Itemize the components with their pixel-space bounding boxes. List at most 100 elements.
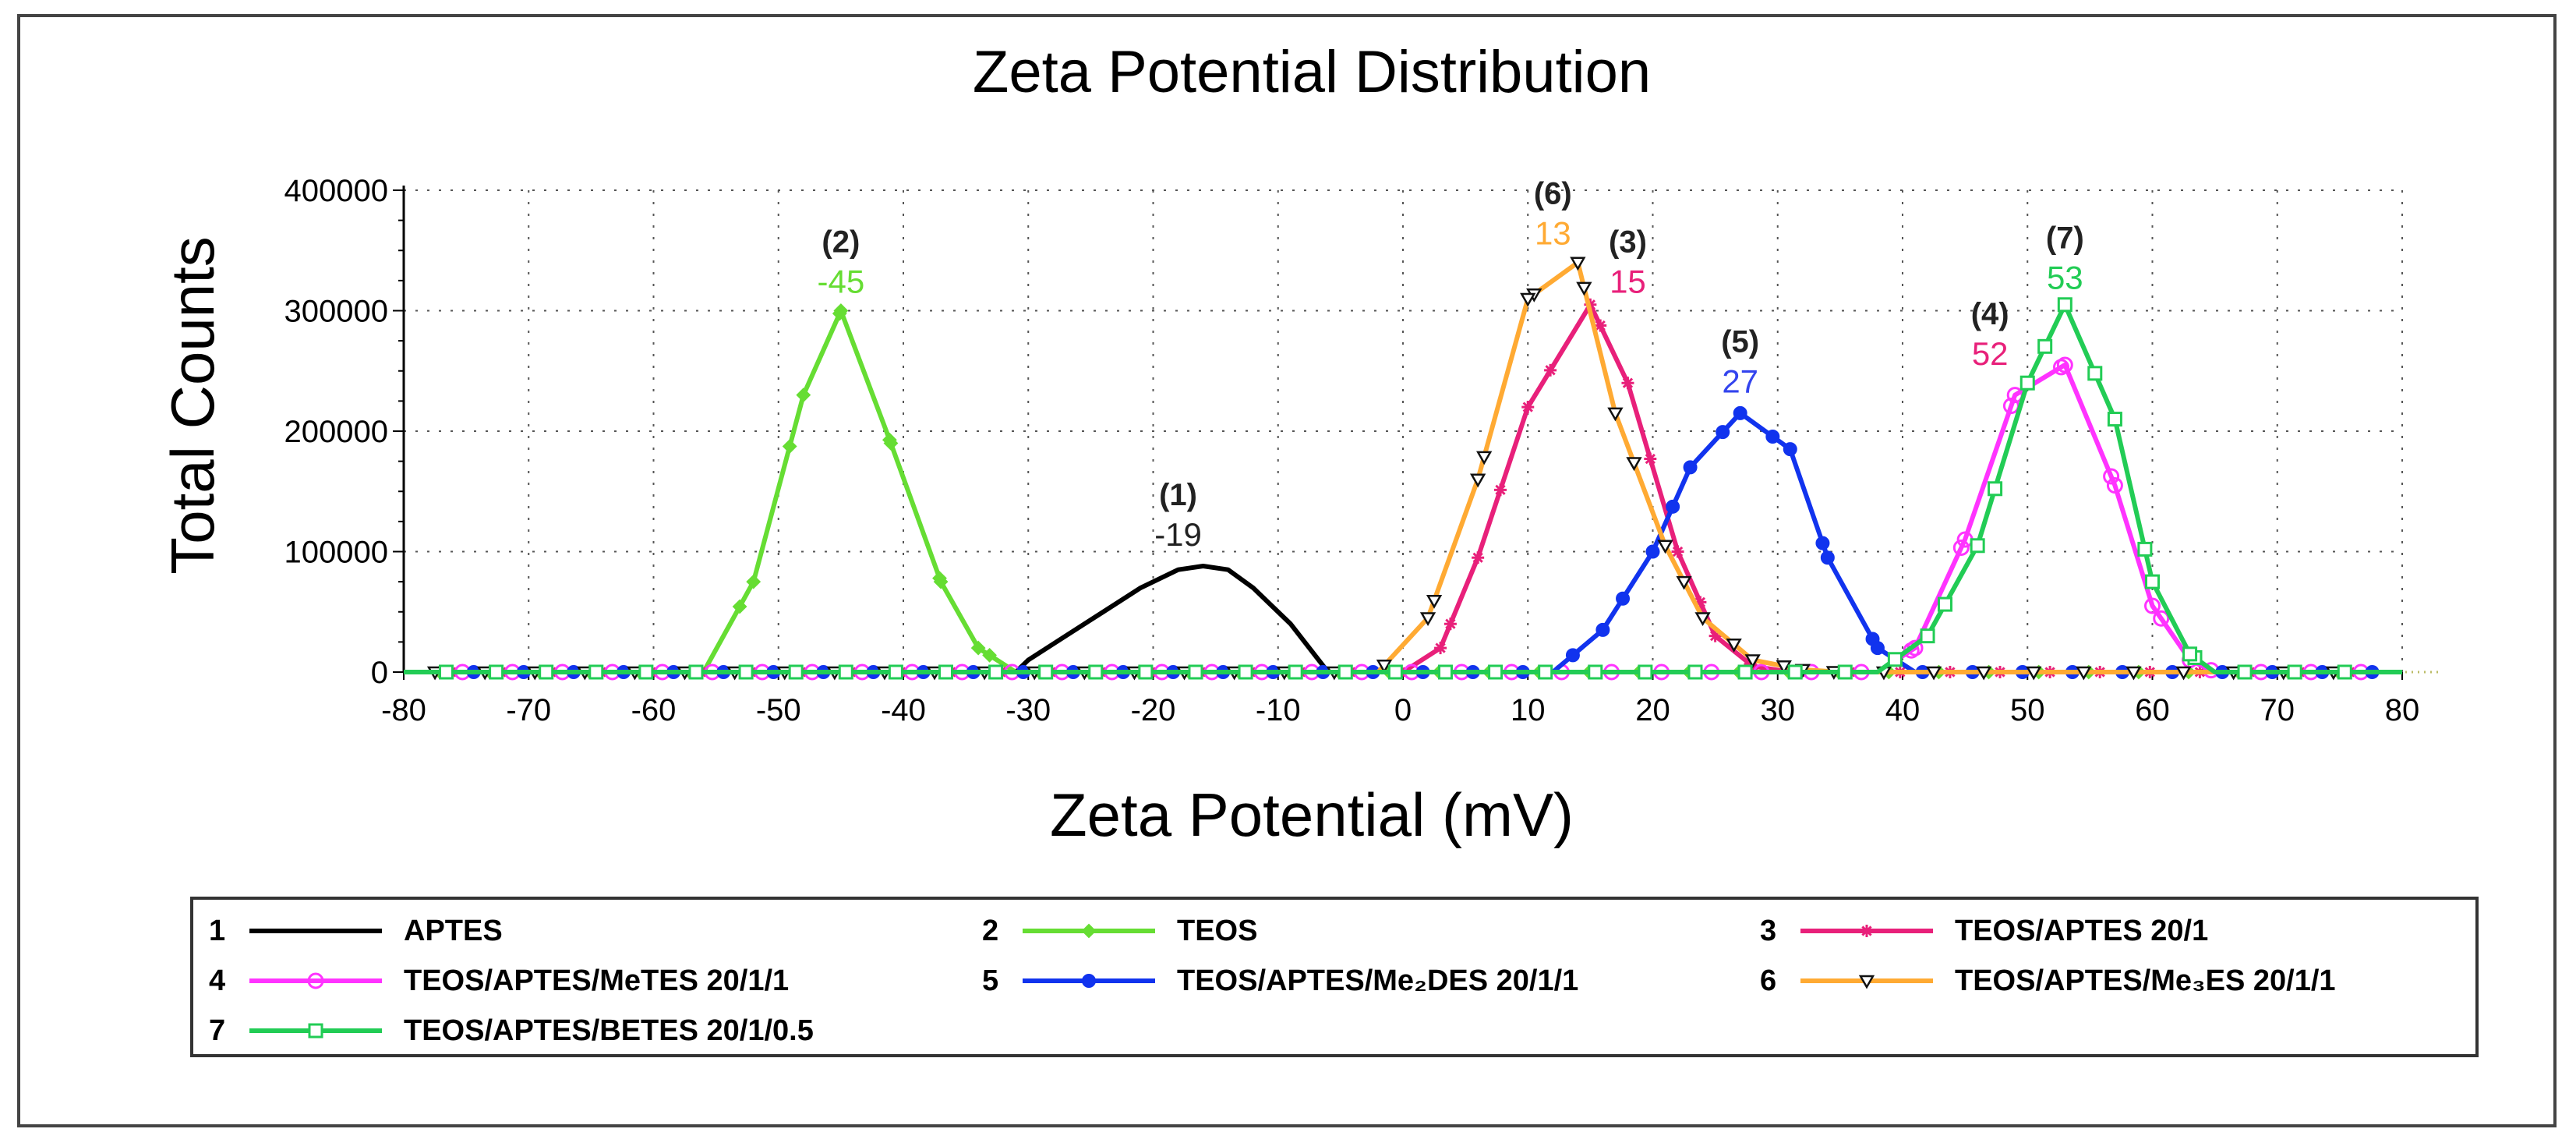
legend-marker: [307, 972, 324, 989]
series-7-marker: [838, 664, 853, 680]
series-4-marker: [2153, 610, 2170, 627]
series-5-marker: [1666, 499, 1680, 514]
peak-label: (3): [1609, 225, 1647, 259]
series-7-point: [2019, 375, 2035, 391]
legend-num: 4: [209, 964, 226, 997]
legend-item-1: 1 APTES: [209, 908, 503, 954]
series-7-marker: [1837, 664, 1853, 680]
series-6-marker: [2076, 666, 2092, 681]
series-6-point: [1469, 473, 1486, 488]
series-7-marker: [1887, 652, 1903, 667]
series-6-marker: [1476, 451, 1493, 465]
series-7-marker: [2237, 664, 2253, 680]
series-5-marker: [1716, 425, 1730, 440]
legend-num: 2: [982, 914, 999, 947]
legend-symbol-4: [249, 972, 382, 989]
series-6-marker: [1426, 595, 1443, 609]
y-tick-label: 200000: [284, 415, 388, 449]
series-6-marker: [2125, 666, 2142, 681]
series-3-point: [1671, 545, 1684, 558]
peak-value: 53: [2047, 260, 2083, 296]
series-4-marker: [1952, 539, 1970, 556]
series-4-point: [2144, 597, 2161, 614]
series-7-point: [2107, 412, 2122, 427]
series-7-marker: [1588, 664, 1603, 680]
peak-label: (1): [1159, 478, 1197, 512]
series-6-point: [1657, 540, 1673, 554]
series-group: [404, 257, 2402, 681]
series-7-marker: [1687, 664, 1703, 680]
peak-value: 52: [1972, 335, 2009, 372]
series-6-marker: [1576, 281, 1592, 296]
x-tick-label: 40: [1885, 693, 1921, 727]
series-5-point: [1783, 442, 1797, 457]
legend-label: TEOS/APTES/Me₂DES 20/1/1: [1177, 964, 1579, 997]
series-7-point: [1970, 538, 1985, 554]
x-tick-label: -20: [1131, 693, 1176, 727]
legend-item-2: 2 TEOS: [982, 908, 1257, 954]
x-tick-label: 10: [1511, 693, 1546, 727]
series-6-point: [1607, 407, 1624, 422]
legend-symbol-7: [249, 1023, 382, 1039]
legend-symbol-5: [1023, 974, 1155, 988]
series-2-marker: [982, 647, 997, 663]
series-3-marker: [1544, 363, 1557, 377]
x-tick-label: -50: [756, 693, 801, 727]
series-7-marker: [2087, 366, 2103, 381]
legend-num: 1: [209, 914, 226, 947]
series-7-marker: [489, 664, 504, 680]
x-tick-label: 30: [1761, 693, 1796, 727]
series-7-marker: [1638, 664, 1653, 680]
legend-label: TEOS/APTES/MeTES 20/1/1: [404, 964, 790, 997]
series-4-point: [2106, 477, 2123, 494]
tick-labels: -80 -70 -60 -50 -40 -30 -20 -10 0 10 20 30 40 50 60 70 8…: [284, 174, 2420, 727]
series-3-point: [1434, 642, 1447, 655]
series-2-point: [883, 436, 899, 451]
series-7-marker: [2037, 338, 2053, 354]
series-2: [404, 303, 2402, 680]
series-7-marker: [1488, 664, 1504, 680]
chart-title: Zeta Potential Distribution: [973, 39, 1651, 105]
series-7-marker: [688, 664, 704, 680]
series-5-point: [1595, 622, 1610, 637]
series-7-marker: [1538, 664, 1553, 680]
series-3-marker: [1644, 452, 1657, 465]
x-tick-label: -60: [631, 693, 677, 727]
series-7-marker: [888, 664, 903, 680]
series-line-3: [404, 302, 2402, 674]
legend-marker: [308, 1023, 323, 1039]
series-5-marker: [1565, 648, 1580, 663]
series-7-marker: [1387, 664, 1403, 680]
series-7-marker: [1437, 664, 1453, 680]
legend-item-3: 3 TEOS/APTES 20/1: [1760, 908, 2208, 954]
x-axis-title: Zeta Potential (mV): [1050, 780, 1574, 849]
series-3-point: [1472, 551, 1485, 564]
series-7-marker: [1988, 481, 2003, 497]
legend-num: 6: [1760, 964, 1777, 997]
series-7-marker: [588, 664, 604, 680]
x-tick-label: -80: [381, 693, 426, 727]
series-7-marker: [1787, 664, 1803, 680]
series-7-marker: [938, 664, 953, 680]
series-7-marker: [1337, 664, 1353, 680]
y-tick-label: 300000: [284, 295, 388, 329]
series-6-marker: [1726, 639, 1742, 653]
series-7-marker: [1288, 664, 1303, 680]
legend-label: TEOS: [1177, 914, 1258, 947]
series-7-point: [2145, 574, 2160, 589]
legend-item-5: 5 TEOS/APTES/Me₂DES 20/1/1: [982, 957, 1578, 1004]
peak-label: (2): [822, 225, 860, 259]
legend-marker: [1860, 925, 1873, 937]
peak-label: (4): [1971, 297, 2009, 331]
peak-label: (6): [1534, 177, 1572, 211]
x-tick-label: -30: [1005, 693, 1051, 727]
series-1: [404, 564, 2402, 674]
series-7-marker: [2287, 664, 2302, 680]
series-2-point: [746, 574, 761, 589]
series-line-1: [404, 564, 2402, 674]
x-tick-label: 50: [2010, 693, 2045, 727]
series-5-point: [1645, 544, 1660, 559]
series-line-6: [404, 260, 2402, 674]
series-5-point: [1733, 405, 1747, 420]
